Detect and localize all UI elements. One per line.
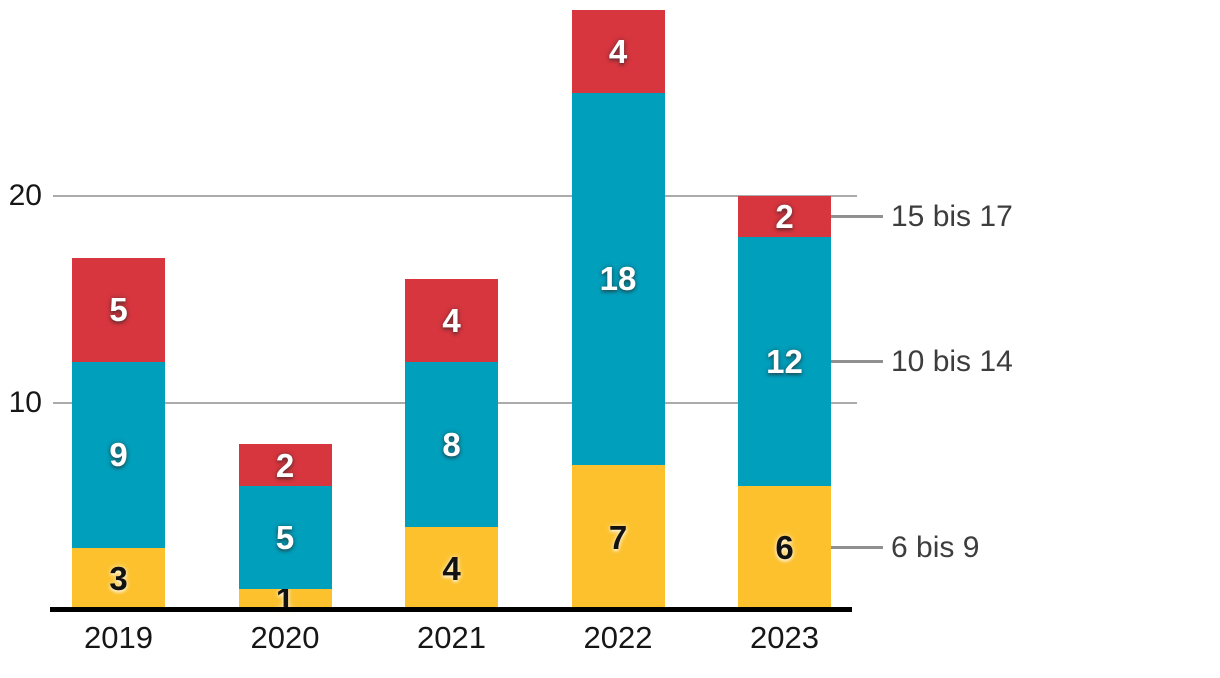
bar-value-label: 8 [442,425,461,463]
bar-value-label: 6 [775,529,794,567]
legend-series-label: 15 bis 17 [891,199,1013,233]
bar-value-label: 4 [442,301,461,339]
bar-segment[interactable]: 12 [738,237,831,486]
bar-value-label: 5 [275,519,295,557]
bar-value-label: 18 [599,260,637,298]
x-axis-category-label: 2021 [417,620,486,655]
bar-value-label: 2 [275,446,295,484]
legend-connector-line [831,546,883,550]
legend-series-label: 10 bis 14 [891,344,1013,378]
bar-value-label: 7 [608,519,628,557]
bar-value-label: 5 [109,291,128,329]
bar-value-label: 9 [109,436,128,474]
bar-value-label: 4 [608,32,628,70]
x-axis-category-label: 2019 [84,620,153,655]
bar-segment[interactable]: 8 [405,361,498,528]
bar-segment[interactable]: 6 [738,485,831,610]
x-axis-category-label: 2022 [583,620,653,655]
legend-series-label: 6 bis 9 [891,530,980,564]
bar-segment[interactable]: 4 [405,527,498,610]
legend-connector-line [831,215,883,219]
bar-segment[interactable]: 9 [72,361,165,548]
bar-segment[interactable]: 2 [238,444,332,486]
bar-segment[interactable]: 5 [238,485,332,590]
x-axis-category-label: 2023 [750,620,819,655]
y-axis-tick-label: 20 [8,179,42,212]
bar-segment[interactable]: 3 [72,547,165,610]
bar-segment[interactable]: 5 [72,258,165,362]
y-axis-tick-label: 10 [8,386,42,419]
bar-segment[interactable]: 7 [571,465,665,610]
bar-segment[interactable]: 4 [571,9,665,93]
x-axis-category-label: 2020 [250,620,320,655]
bar-value-label: 12 [766,343,803,381]
x-axis-line [50,607,852,612]
bar-segment[interactable]: 2 [738,196,831,238]
bar-value-label: 3 [109,560,128,598]
bar-value-label: 2 [775,198,794,236]
bar-segment[interactable]: 4 [405,278,498,362]
bar-segment[interactable]: 18 [571,92,665,466]
gridline [53,195,857,197]
bar-value-label: 4 [442,550,461,588]
legend-connector-line [831,360,883,364]
